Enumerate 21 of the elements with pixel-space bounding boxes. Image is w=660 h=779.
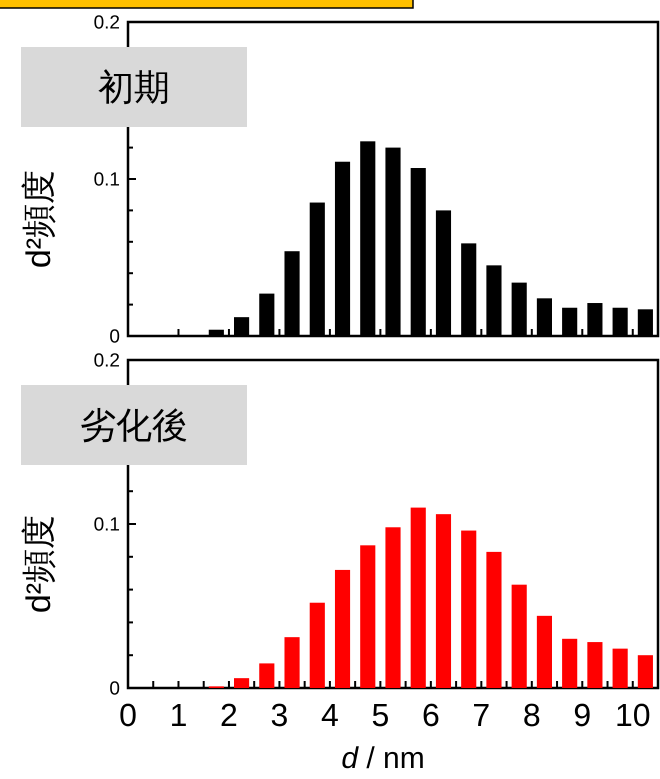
x-tick-label: 1 bbox=[170, 697, 188, 733]
y-tick-label: 0.1 bbox=[94, 170, 120, 191]
x-tick-label: 6 bbox=[422, 697, 440, 733]
x-tick-label: 3 bbox=[270, 697, 288, 733]
x-tick-label: 5 bbox=[371, 697, 390, 733]
y-tick-label: 0.1 bbox=[94, 514, 120, 536]
y-tick-label: 0.2 bbox=[94, 12, 120, 34]
text: 初期 bbox=[98, 66, 170, 108]
y-axis-title: d²頻度 bbox=[20, 170, 58, 268]
x-tick-label: 8 bbox=[522, 697, 541, 733]
y-tick-label: 0 bbox=[109, 678, 120, 700]
x-axis-title: d / nm bbox=[341, 742, 425, 775]
x-tick-label: 2 bbox=[220, 697, 238, 733]
text: 劣化後 bbox=[80, 404, 188, 446]
x-tick-label: 4 bbox=[321, 697, 339, 733]
y-tick-label: 0 bbox=[109, 326, 120, 348]
y-tick-label: 0.2 bbox=[94, 350, 120, 372]
y-axis-title: d²頻度 bbox=[20, 514, 58, 614]
x-tick-label: 9 bbox=[573, 697, 592, 733]
x-tick-label: 10 bbox=[614, 697, 651, 733]
x-tick-label: 7 bbox=[472, 697, 490, 733]
